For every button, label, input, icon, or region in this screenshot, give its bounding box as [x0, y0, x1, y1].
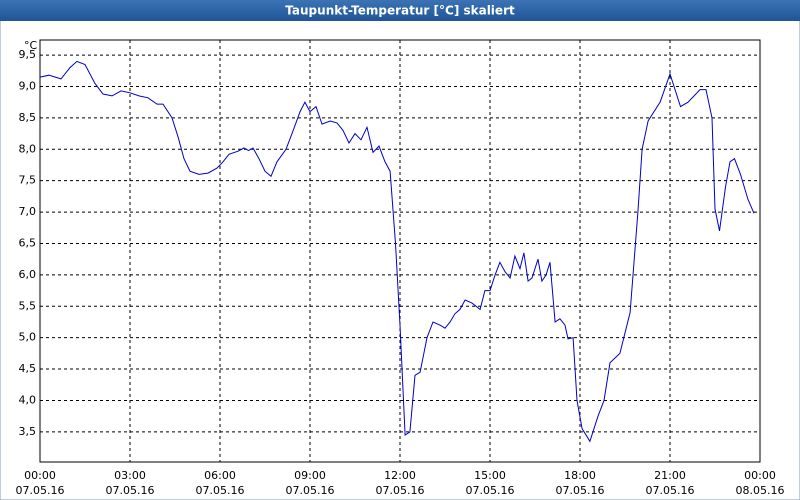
x-tick-label: 09:00 — [294, 469, 326, 482]
y-tick-label: 5,5 — [19, 299, 37, 312]
y-tick-label: 9,0 — [19, 79, 37, 92]
y-tick-label: 3,5 — [19, 425, 37, 438]
x-tick-date: 07.05.16 — [286, 484, 335, 497]
x-tick-label: 12:00 — [384, 469, 416, 482]
x-tick-label: 18:00 — [564, 469, 596, 482]
y-tick-label: 5,0 — [19, 331, 37, 344]
series-line — [39, 60, 755, 443]
y-tick-label: 9,5 — [19, 48, 37, 61]
chart-title: Taupunkt-Temperatur [°C] skaliert — [285, 4, 515, 18]
x-tick-date: 07.05.16 — [646, 484, 695, 497]
plot: 3,5 4,0 4,5 5,0 5,5 6,0 6,5 7,0 7,5 8,0 8,5 9,0 9,5 0… — [16, 39, 785, 497]
x-tick-date: 07.05.16 — [16, 484, 65, 497]
plot-border — [39, 39, 761, 463]
y-tick-label: 6,5 — [19, 236, 37, 249]
x-tick-date: 07.05.16 — [376, 484, 425, 497]
y-tick-label: 7,0 — [19, 205, 37, 218]
x-tick-label: 03:00 — [114, 469, 146, 482]
x-tick-label: 21:00 — [654, 469, 686, 482]
x-tick-date: 07.05.16 — [466, 484, 515, 497]
y-tick-label: 4,0 — [19, 393, 37, 406]
x-tick-label: 15:00 — [474, 469, 506, 482]
x-tick-date: 07.05.16 — [196, 484, 245, 497]
title-bar — [0, 0, 800, 21]
x-tick-date: 08.05.16 — [736, 484, 785, 497]
y-tick-label: 4,5 — [19, 362, 37, 375]
x-tick-date: 07.05.16 — [556, 484, 605, 497]
y-tick-label: 7,5 — [19, 174, 37, 187]
y-tick-label: 8,5 — [19, 111, 37, 124]
y-tick-label: 6,0 — [19, 268, 37, 281]
x-tick-label: 00:00 — [24, 469, 56, 482]
x-tick-date: 07.05.16 — [106, 484, 155, 497]
x-tick-label: 00:00 — [744, 469, 776, 482]
y-tick-label: 8,0 — [19, 142, 37, 155]
x-tick-label: 06:00 — [204, 469, 236, 482]
y-unit: °C — [24, 39, 38, 52]
